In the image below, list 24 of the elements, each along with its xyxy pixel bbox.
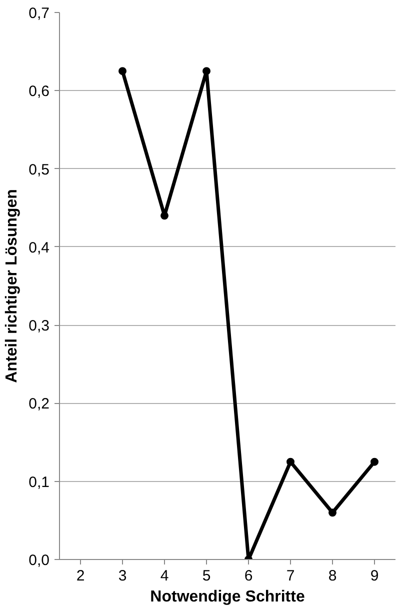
point	[328, 508, 336, 517]
x-axis-title: Notwendige Schritte	[150, 588, 305, 606]
y-tick-label: 0,2	[28, 396, 50, 413]
y-tick-label: 0,7	[28, 5, 50, 22]
y-tick-label: 0,0	[28, 552, 50, 569]
y-tick-label: 0,4	[28, 239, 50, 256]
x-tick-label: 2	[76, 568, 85, 584]
x-tick-label: 5	[202, 568, 211, 584]
x-tick-label: 9	[370, 568, 379, 584]
point	[370, 458, 378, 466]
y-tick-label: 0,3	[28, 318, 50, 335]
x-tick-label: 7	[286, 568, 295, 584]
y-tick-label: 0,6	[28, 83, 50, 100]
point	[202, 67, 210, 76]
y-axis-title: Anteil richtiger Lösungen	[4, 189, 21, 383]
x-tick-label: 6	[244, 568, 253, 584]
point	[118, 67, 126, 76]
y-tick-label: 0,5	[28, 161, 50, 178]
point	[160, 212, 168, 220]
y-tick-label: 0,1	[28, 474, 50, 491]
x-tick-label: 3	[118, 568, 127, 584]
x-tick-label: 8	[328, 568, 337, 584]
x-tick-label: 4	[160, 568, 169, 584]
point	[286, 458, 294, 466]
